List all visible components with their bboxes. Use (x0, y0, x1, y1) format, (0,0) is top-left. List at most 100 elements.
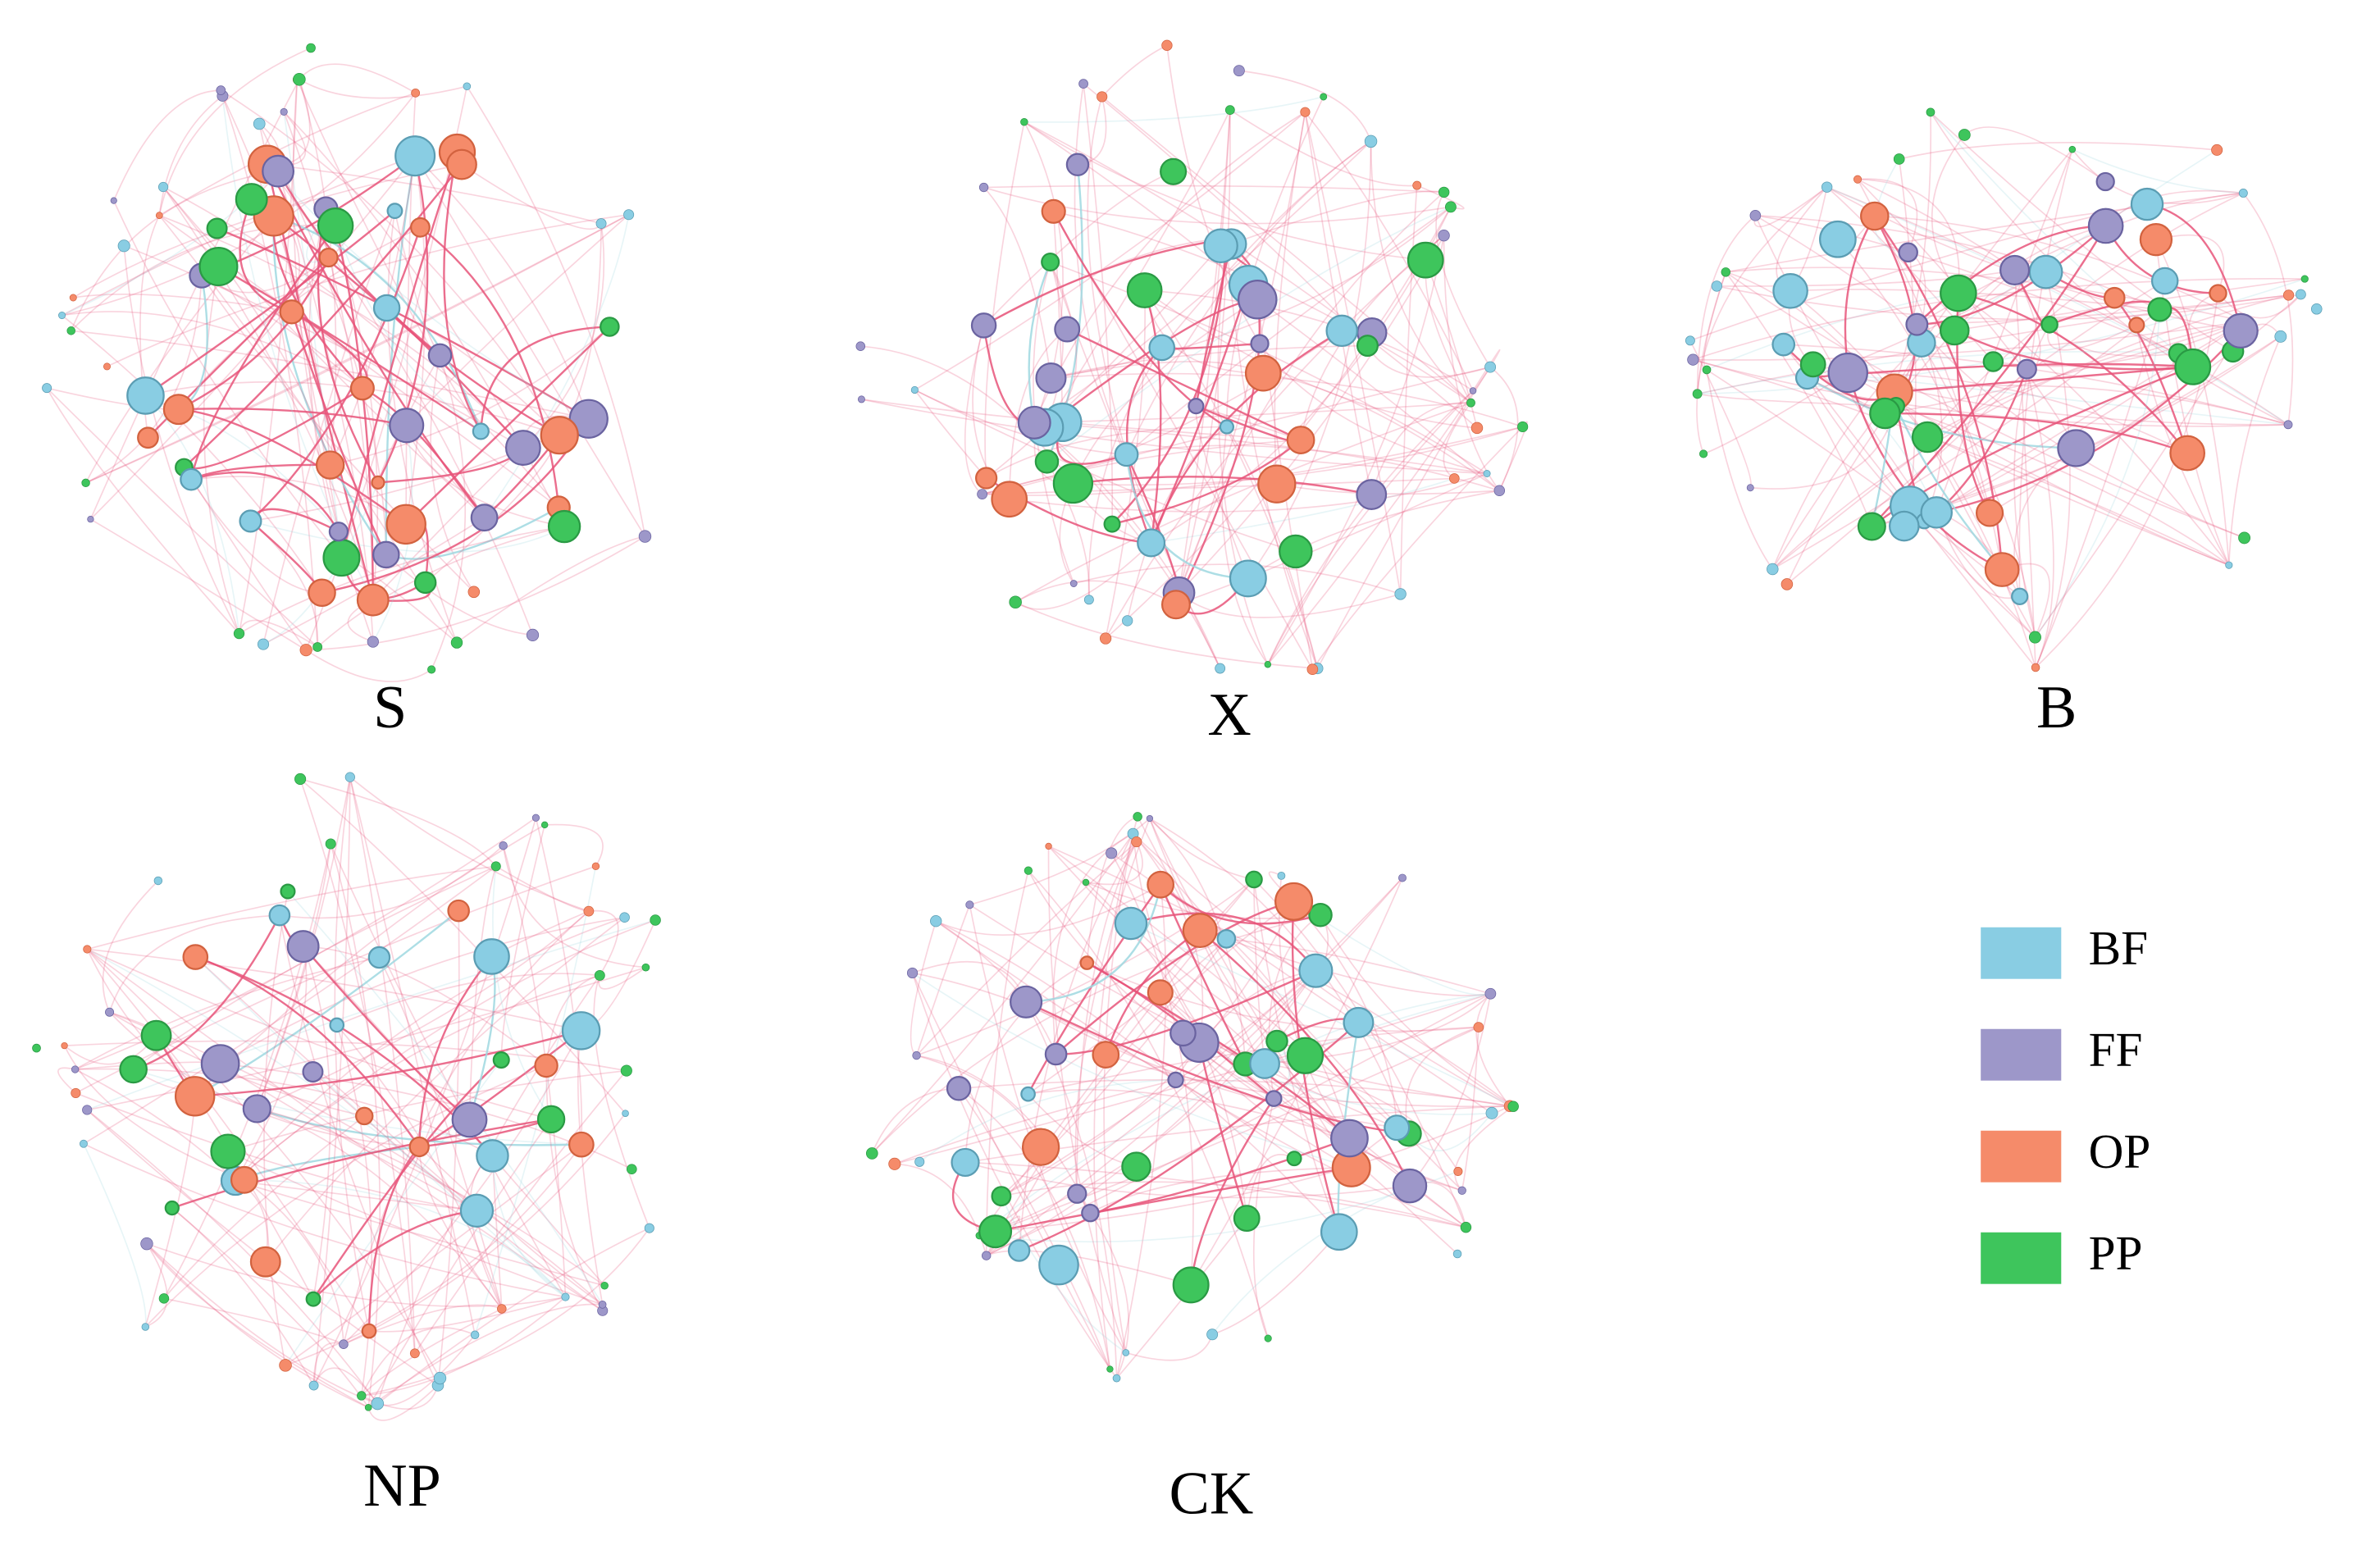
node (216, 85, 226, 95)
edge (935, 920, 1057, 1055)
node (1699, 449, 1708, 458)
node (978, 1215, 1013, 1249)
edge (86, 1109, 439, 1387)
node (1721, 267, 1730, 277)
node (2011, 587, 2029, 605)
node (364, 1403, 372, 1411)
edge (2049, 324, 2179, 357)
edge (1954, 278, 2305, 331)
edge (312, 817, 537, 1386)
node (1692, 389, 1703, 399)
node (294, 772, 307, 786)
node (1137, 528, 1166, 558)
edge (343, 910, 590, 1345)
edge (1024, 96, 1324, 123)
edge (221, 95, 331, 466)
edge (1009, 472, 1488, 513)
node (1911, 421, 1944, 453)
edge (986, 970, 1317, 1256)
node (356, 583, 390, 617)
edge (1725, 271, 1873, 527)
node (2238, 531, 2251, 545)
edge (545, 974, 600, 1066)
edge (414, 155, 646, 537)
node (117, 239, 130, 253)
edge (1693, 358, 2230, 566)
edge (178, 408, 407, 526)
edge (1087, 96, 1128, 455)
node (1167, 1071, 1184, 1089)
node (1238, 279, 1278, 320)
node (286, 930, 320, 964)
edge (500, 824, 545, 1060)
node (1203, 228, 1238, 263)
node (1453, 1166, 1463, 1176)
edge (1143, 289, 1162, 544)
edge (1689, 340, 1752, 489)
edge (1105, 235, 1445, 639)
node (1484, 361, 1497, 373)
edge (1178, 592, 1401, 618)
node (536, 1105, 566, 1134)
edge (894, 1079, 1176, 1165)
node (1999, 254, 2031, 286)
edge (385, 506, 559, 560)
node (1082, 878, 1090, 886)
node (2211, 144, 2223, 156)
node (991, 481, 1028, 518)
edge (1149, 818, 1351, 1139)
edge (146, 1243, 369, 1409)
edge (916, 878, 1255, 1056)
edge (72, 163, 463, 299)
edge (1195, 110, 1231, 407)
edge (1926, 321, 2245, 438)
edge (367, 1146, 421, 1332)
edge (915, 905, 971, 1056)
edge (1783, 344, 2289, 426)
edge (1076, 841, 1138, 1194)
node (1438, 230, 1450, 242)
node (71, 1065, 80, 1073)
node (32, 1043, 41, 1053)
node (308, 578, 336, 608)
edge (62, 314, 323, 594)
node (1857, 512, 1886, 541)
edge (86, 919, 656, 1111)
node (991, 1186, 1012, 1207)
node (329, 1017, 345, 1033)
edge (83, 1142, 566, 1298)
edge (256, 1107, 581, 1146)
node (371, 475, 385, 490)
node (339, 1339, 349, 1349)
node (561, 1011, 601, 1051)
edge (1989, 294, 2301, 514)
edge (87, 966, 646, 1111)
edge (1018, 841, 1138, 1251)
node (2223, 312, 2259, 349)
edge (915, 841, 1138, 1056)
edge (1024, 121, 1478, 429)
edge (1028, 870, 1269, 1339)
node (638, 530, 652, 543)
edge (336, 1024, 503, 1310)
edge (265, 917, 626, 1263)
node (1343, 1006, 1375, 1038)
edge (1115, 1218, 1247, 1379)
edge (1263, 372, 1500, 491)
edge (1143, 289, 1319, 669)
panel-label: X (1207, 681, 1251, 749)
node (1122, 615, 1133, 627)
edge (107, 213, 629, 367)
node (459, 1193, 495, 1228)
edge (1033, 140, 1372, 424)
edge (1195, 406, 1249, 579)
node (410, 216, 431, 238)
edge (85, 214, 630, 484)
node (974, 467, 998, 490)
node (1772, 273, 1808, 309)
edge (419, 226, 560, 508)
edge (1217, 239, 1269, 665)
edge (1320, 914, 1514, 1107)
edge (995, 1026, 1480, 1233)
node (249, 1246, 281, 1278)
